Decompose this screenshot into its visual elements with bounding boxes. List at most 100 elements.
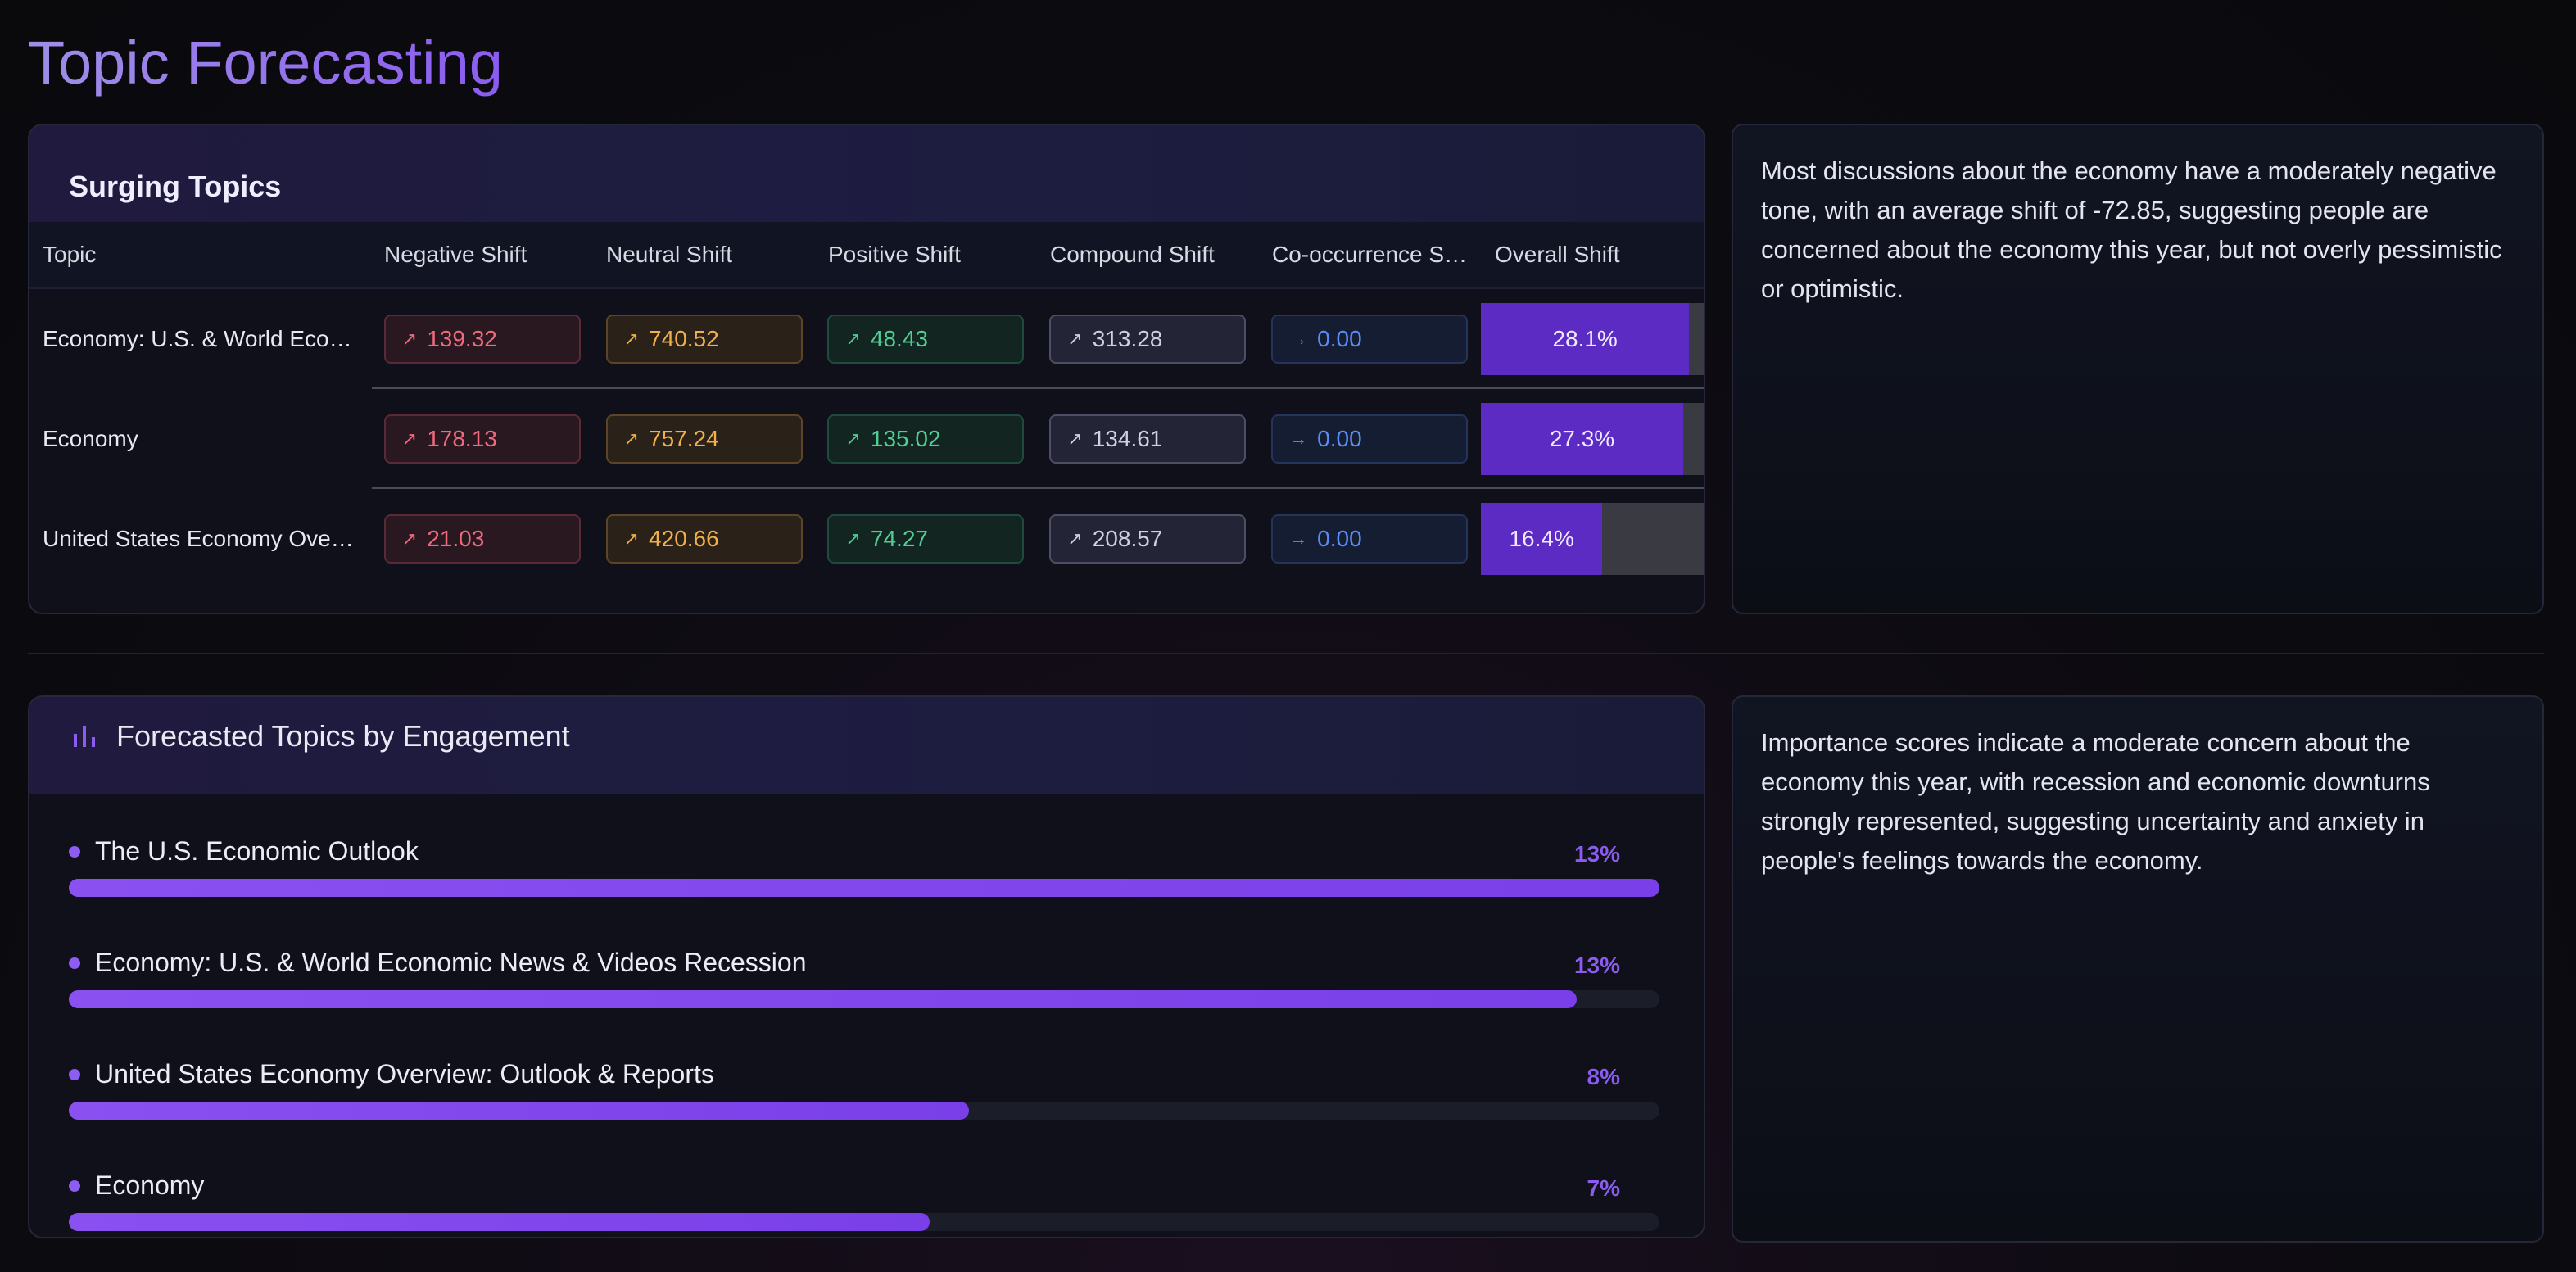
bullet-dot-icon	[69, 1179, 80, 1192]
surging-topics-title: Surging Topics	[69, 170, 282, 203]
forecast-item-percent: 8%	[1587, 1064, 1620, 1089]
cmp-shift-badge: ↗ 134.61	[1049, 414, 1247, 464]
table-row[interactable]: Economy ↗ 178.13 ↗ 757.24 ↗ 135.02 ↗ 134.61 → 0.00…	[29, 389, 1704, 489]
arrow-right-icon: →	[1289, 328, 1308, 349]
forecast-item[interactable]: Economy: U.S. & World Economic News & Vi…	[69, 948, 1659, 1008]
forecast-item[interactable]: United States Economy Overview: Outlook …	[69, 1059, 1659, 1120]
neg-shift-value: 139.32	[427, 326, 497, 351]
section-divider	[28, 653, 2544, 654]
forecast-item-label: Economy	[95, 1170, 205, 1200]
pos-cell: ↗ 135.02	[815, 414, 1037, 464]
co-shift-value: 0.00	[1317, 526, 1362, 551]
bullet-dot-icon	[69, 845, 80, 858]
col-neutral-shift[interactable]: Neutral Shift	[606, 242, 733, 267]
table-row[interactable]: United States Economy Ove… ↗ 21.03 ↗ 420.66 ↗…	[29, 489, 1704, 589]
overall-cell: 27.3%	[1480, 403, 1704, 475]
neu-cell: ↗ 740.52	[594, 315, 816, 364]
arrow-up-right-icon: ↗	[401, 528, 418, 549]
col-overall-shift[interactable]: Overall Shift	[1495, 242, 1620, 267]
forecast-item-label: Economy: U.S. & World Economic News & Vi…	[95, 948, 807, 977]
forecast-item-percent: 7%	[1587, 1175, 1620, 1201]
arrow-up-right-icon: ↗	[623, 428, 640, 449]
forecast-item[interactable]: Economy 7%	[69, 1170, 1659, 1231]
co-cell: → 0.00	[1259, 315, 1481, 364]
surging-insight-text: Most discussions about the economy have …	[1761, 156, 2502, 303]
col-positive-shift[interactable]: Positive Shift	[828, 242, 961, 267]
col-topic[interactable]: Topic	[43, 242, 97, 267]
pos-shift-badge: ↗ 74.27	[827, 514, 1025, 564]
table-row[interactable]: Economy: U.S. & World Eco… ↗ 139.32 ↗ 740.52…	[29, 289, 1704, 389]
forecast-item-label-row: The U.S. Economic Outlook	[69, 836, 1659, 867]
neu-shift-badge: ↗ 740.52	[605, 315, 803, 364]
table-body: Economy: U.S. & World Eco… ↗ 139.32 ↗ 740.52…	[29, 289, 1704, 589]
neu-shift-value: 757.24	[649, 426, 719, 451]
surging-topics-header: Surging Topics	[29, 125, 1704, 222]
engagement-bar-fill	[69, 1213, 930, 1231]
engagement-bar-track	[69, 1213, 1659, 1231]
neg-shift-value: 21.03	[427, 526, 485, 551]
neg-cell: ↗ 139.32	[372, 315, 594, 364]
neu-shift-value: 420.66	[649, 526, 719, 551]
arrow-right-icon: →	[1289, 428, 1308, 449]
co-shift-value: 0.00	[1317, 326, 1362, 351]
engagement-bar-fill	[69, 879, 1659, 897]
co-cell: → 0.00	[1259, 514, 1481, 564]
arrow-up-right-icon: ↗	[401, 328, 418, 349]
neg-cell: ↗ 178.13	[372, 414, 594, 464]
co-shift-badge: → 0.00	[1271, 414, 1469, 464]
cmp-shift-badge: ↗ 313.28	[1049, 315, 1247, 364]
overall-shift-fill: 16.4%	[1480, 503, 1603, 575]
neg-shift-badge: ↗ 21.03	[383, 514, 581, 564]
co-shift-badge: → 0.00	[1271, 514, 1469, 564]
arrow-up-right-icon: ↗	[1067, 428, 1083, 449]
co-shift-badge: → 0.00	[1271, 315, 1469, 364]
col-cooccurrence-shift[interactable]: Co-occurrence S…	[1272, 242, 1468, 267]
cmp-cell: ↗ 313.28	[1037, 315, 1259, 364]
arrow-up-right-icon: ↗	[1067, 328, 1083, 349]
engagement-bar-track	[69, 990, 1659, 1008]
arrow-up-right-icon: ↗	[623, 528, 640, 549]
table-header: Topic Negative Shift Neutral Shift Posit…	[29, 222, 1704, 289]
arrow-up-right-icon: ↗	[845, 528, 861, 549]
cmp-shift-value: 134.61	[1092, 426, 1163, 451]
topic-cell: Economy: U.S. & World Eco…	[43, 326, 352, 351]
engagement-bar-track	[69, 1102, 1659, 1120]
pos-cell: ↗ 74.27	[815, 514, 1037, 564]
arrow-up-right-icon: ↗	[401, 428, 418, 449]
co-cell: → 0.00	[1259, 414, 1481, 464]
forecast-item[interactable]: The U.S. Economic Outlook 13%	[69, 836, 1659, 897]
overall-shift-fill: 27.3%	[1480, 403, 1684, 475]
surging-topics-card: Surging Topics Topic Negative Shift Neut…	[28, 124, 1705, 614]
topic-cell: Economy	[43, 426, 138, 451]
overall-shift-fill: 28.1%	[1480, 303, 1690, 375]
forecast-item-label-row: United States Economy Overview: Outlook …	[69, 1059, 1659, 1089]
neu-shift-badge: ↗ 420.66	[605, 514, 803, 564]
overall-shift-bar: 27.3%	[1480, 403, 1704, 475]
cmp-shift-value: 208.57	[1092, 526, 1163, 551]
neu-cell: ↗ 757.24	[594, 414, 816, 464]
pos-shift-value: 74.27	[870, 526, 928, 551]
arrow-up-right-icon: ↗	[845, 328, 861, 349]
col-negative-shift[interactable]: Negative Shift	[384, 242, 527, 267]
neu-cell: ↗ 420.66	[594, 514, 816, 564]
col-compound-shift[interactable]: Compound Shift	[1050, 242, 1215, 267]
neg-shift-badge: ↗ 178.13	[383, 414, 581, 464]
cmp-cell: ↗ 208.57	[1037, 514, 1259, 564]
row-divider	[372, 487, 1704, 489]
neu-shift-badge: ↗ 757.24	[605, 414, 803, 464]
forecast-item-label-row: Economy: U.S. & World Economic News & Vi…	[69, 948, 1659, 978]
forecast-item-percent: 13%	[1573, 841, 1620, 867]
forecast-insight-panel: Importance scores indicate a moderate co…	[1732, 695, 2544, 1243]
forecast-item-label-row: Economy	[69, 1170, 1659, 1201]
row-divider	[372, 387, 1704, 389]
forecast-item-percent: 13%	[1573, 953, 1620, 978]
engagement-bar-fill	[69, 990, 1578, 1008]
engagement-bar-track	[69, 879, 1659, 897]
overall-cell: 28.1%	[1480, 303, 1704, 375]
overall-shift-value: 16.4%	[1509, 526, 1574, 551]
neg-shift-value: 178.13	[427, 426, 497, 451]
surging-insight-panel: Most discussions about the economy have …	[1732, 124, 2544, 614]
pos-cell: ↗ 48.43	[815, 315, 1037, 364]
bullet-dot-icon	[69, 1068, 80, 1080]
overall-shift-bar: 16.4%	[1480, 503, 1704, 575]
